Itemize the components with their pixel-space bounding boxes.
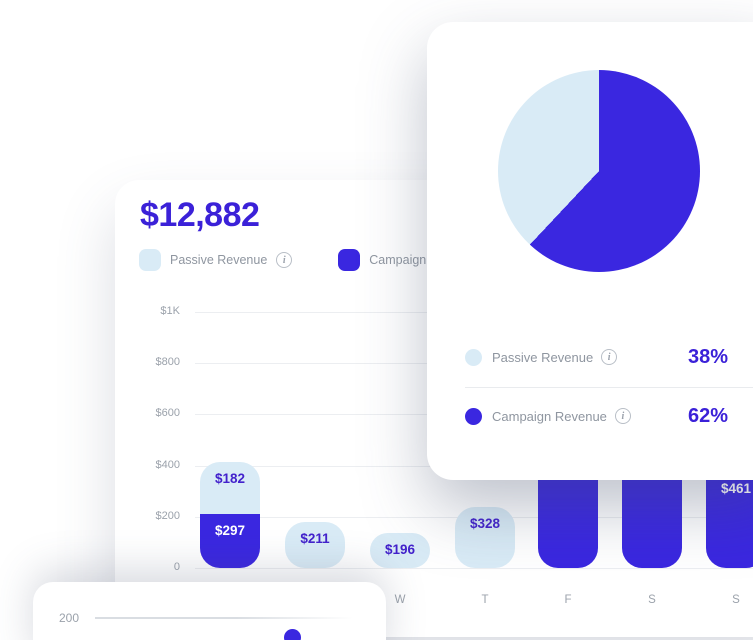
info-icon[interactable]: i: [614, 408, 631, 424]
legend-label: Passive Revenue: [492, 349, 594, 365]
bar-segment-passive: $328: [455, 507, 515, 568]
y-axis-tick: 200: [58, 611, 79, 625]
y-axis-tick: $400: [155, 459, 180, 471]
legend-divider: [465, 387, 753, 388]
bar-segment-passive: $182: [200, 462, 260, 514]
gridline-0: [195, 568, 753, 569]
x-axis-tick: S: [648, 594, 656, 606]
campaign-revenue-swatch: [338, 249, 361, 271]
gridline-200: [95, 617, 353, 619]
bar-value-label: $328: [469, 516, 501, 531]
data-point-dot[interactable]: [284, 629, 301, 640]
total-revenue-value: $12,882: [140, 196, 260, 234]
bar-value-label: $297: [214, 523, 246, 538]
bar-segment-passive: $211: [285, 522, 345, 568]
bar-segment-campaign: $297: [200, 514, 260, 568]
legend-label: Campaign Revenue: [492, 408, 607, 424]
bar-monday[interactable]: $182 $297: [200, 462, 260, 568]
bar-thursday[interactable]: $328: [455, 507, 515, 568]
bar-value-label: $182: [214, 471, 246, 486]
pie-legend-row-campaign[interactable]: Campaign Revenue i 62%: [427, 399, 753, 433]
pie-legend-row-passive[interactable]: Passive Revenue i 38%: [427, 340, 753, 374]
campaign-revenue-swatch: [465, 407, 482, 425]
bar-tuesday[interactable]: $211: [285, 522, 345, 568]
y-axis-tick: $800: [155, 356, 180, 368]
x-axis-tick: S: [732, 594, 740, 606]
info-icon[interactable]: i: [276, 252, 293, 268]
y-axis-tick: $1K: [160, 305, 180, 317]
mini-chart-card: 200: [33, 582, 386, 640]
passive-revenue-swatch: [139, 249, 161, 271]
info-icon[interactable]: i: [601, 349, 618, 365]
legend-item-passive-revenue[interactable]: Passive Revenue i: [139, 249, 293, 271]
bar-value-label: $461: [720, 481, 752, 496]
bar-segment-passive: $196: [370, 533, 430, 568]
bar-wednesday[interactable]: $196: [370, 533, 430, 568]
x-axis-tick: F: [564, 594, 572, 606]
x-axis-tick: T: [481, 594, 489, 606]
x-axis-tick: W: [394, 594, 406, 606]
bar-value-label: $211: [300, 531, 330, 546]
legend-label: Passive Revenue: [170, 253, 268, 267]
y-axis-tick: $200: [155, 510, 180, 522]
passive-revenue-percentage: 38%: [687, 345, 728, 368]
pie-chart[interactable]: [498, 70, 700, 272]
y-axis-tick: 0: [173, 561, 180, 573]
bar-value-label: $196: [384, 542, 416, 557]
passive-revenue-swatch: [465, 348, 482, 366]
y-axis-tick: $600: [155, 407, 180, 419]
campaign-revenue-percentage: 62%: [687, 404, 728, 427]
revenue-split-pie-card: Passive Revenue i 38% Campaign Revenue i…: [427, 22, 753, 480]
